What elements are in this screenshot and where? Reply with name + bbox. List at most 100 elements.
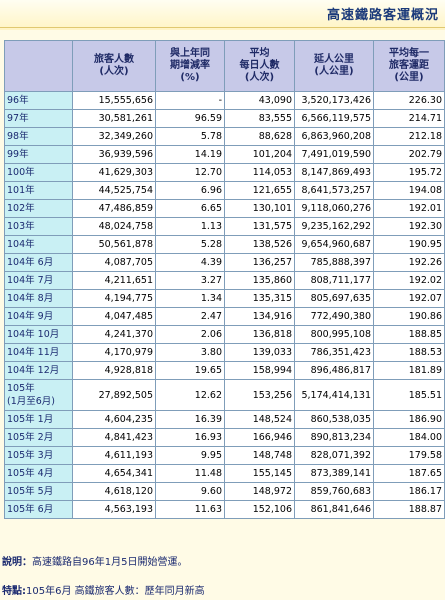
- table-row: 104年 50,561,878 5.28 138,526 9,654,960,687 19…: [4, 235, 445, 254]
- cell-passengers: 4,841,423: [72, 428, 156, 447]
- cell-dist: 188.87: [373, 500, 445, 519]
- row-label: 105年 (1月至6月): [4, 379, 73, 411]
- row-label: 101年: [4, 181, 73, 200]
- row-label: 105年 2月: [4, 428, 73, 447]
- cell-pkm: 5,174,414,131: [294, 379, 374, 411]
- cell-pkm: 6,566,119,575: [294, 109, 374, 128]
- cell-pkm: 800,995,108: [294, 325, 374, 344]
- cell-dist: 194.08: [373, 181, 445, 200]
- cell-pkm: 6,863,960,208: [294, 127, 374, 146]
- cell-dist: 192.26: [373, 253, 445, 272]
- cell-daily: 152,106: [224, 500, 295, 519]
- cell-dist: 181.89: [373, 361, 445, 380]
- cell-change: 1.34: [155, 289, 225, 308]
- explanation-text: 高速鐵路自96年1月5日開始營運。: [32, 557, 188, 568]
- cell-pkm: 890,813,234: [294, 428, 374, 447]
- row-label: 104年 11月: [4, 343, 73, 362]
- cell-change: 6.65: [155, 199, 225, 218]
- cell-daily: 148,524: [224, 410, 295, 429]
- table-row: 105年 6月 4,563,193 11.63 152,106 861,841,646 1…: [4, 500, 445, 519]
- row-label: 104年 8月: [4, 289, 73, 308]
- cell-daily: 121,655: [224, 181, 295, 200]
- cell-dist: 187.65: [373, 464, 445, 483]
- cell-pkm: 7,491,019,590: [294, 145, 374, 164]
- cell-passengers: 4,194,775: [72, 289, 156, 308]
- cell-daily: 138,526: [224, 235, 295, 254]
- table-row: 101年 44,525,754 6.96 121,655 8,641,573,257 19…: [4, 181, 445, 200]
- cell-daily: 148,972: [224, 482, 295, 501]
- row-label: 105年 3月: [4, 446, 73, 465]
- row-label: 97年: [4, 109, 73, 128]
- row-label: 100年: [4, 163, 73, 182]
- title-divider: [0, 27, 445, 28]
- row-label: 104年 6月: [4, 253, 73, 272]
- cell-pkm: 896,486,817: [294, 361, 374, 380]
- cell-daily: 136,818: [224, 325, 295, 344]
- cell-dist: 190.86: [373, 307, 445, 326]
- cell-daily: 130,101: [224, 199, 295, 218]
- cell-change: 96.59: [155, 109, 225, 128]
- cell-dist: 186.17: [373, 482, 445, 501]
- cell-passengers: 4,563,193: [72, 500, 156, 519]
- table-row: 105年 1月 4,604,235 16.39 148,524 860,538,035 1…: [4, 410, 445, 429]
- cell-passengers: 30,581,261: [72, 109, 156, 128]
- row-label: 105年 6月: [4, 500, 73, 519]
- cell-change: 11.63: [155, 500, 225, 519]
- column-header: 平均 每日人數 (人次): [224, 40, 295, 92]
- cell-pkm: 3,520,173,426: [294, 91, 374, 110]
- table-header-row: 旅客人數 (人次) 與上年同 期增減率 (%) 平均 每日人數 (人次) 延人公里 (…: [4, 40, 445, 92]
- table-row: 104年 8月 4,194,775 1.34 135,315 805,697,635 19…: [4, 289, 445, 308]
- cell-daily: 131,575: [224, 217, 295, 236]
- cell-dist: 214.71: [373, 109, 445, 128]
- row-label: 98年: [4, 127, 73, 146]
- cell-passengers: 4,170,979: [72, 343, 156, 362]
- cell-change: 3.27: [155, 271, 225, 290]
- cell-pkm: 9,654,960,687: [294, 235, 374, 254]
- cell-dist: 186.90: [373, 410, 445, 429]
- cell-pkm: 859,760,683: [294, 482, 374, 501]
- cell-passengers: 4,047,485: [72, 307, 156, 326]
- cell-passengers: 41,629,303: [72, 163, 156, 182]
- feature-label: 特點:: [2, 586, 26, 597]
- cell-dist: 185.51: [373, 379, 445, 411]
- cell-change: 1.13: [155, 217, 225, 236]
- explanation-label: 說明：: [2, 557, 32, 568]
- column-header: 延人公里 (人公里): [294, 40, 374, 92]
- cell-passengers: 4,087,705: [72, 253, 156, 272]
- cell-change: -: [155, 91, 225, 110]
- table-row: 104年 6月 4,087,705 4.39 136,257 785,888,397 19…: [4, 253, 445, 272]
- cell-dist: 192.01: [373, 199, 445, 218]
- cell-passengers: 32,349,260: [72, 127, 156, 146]
- table-row: 99年 36,939,596 14.19 101,204 7,491,019,590 20…: [4, 145, 445, 164]
- cell-change: 12.70: [155, 163, 225, 182]
- cell-change: 5.78: [155, 127, 225, 146]
- cell-change: 9.60: [155, 482, 225, 501]
- cell-passengers: 4,241,370: [72, 325, 156, 344]
- feature-text: 105年6月 高鐵旅客人數：歷年同月新高: [26, 586, 205, 597]
- cell-change: 9.95: [155, 446, 225, 465]
- cell-change: 5.28: [155, 235, 225, 254]
- row-label: 105年 4月: [4, 464, 73, 483]
- row-label: 104年 10月: [4, 325, 73, 344]
- table-row: 104年 9月 4,047,485 2.47 134,916 772,490,380 19…: [4, 307, 445, 326]
- table-row: 103年 48,024,758 1.13 131,575 9,235,162,292 19…: [4, 217, 445, 236]
- column-header: 與上年同 期增減率 (%): [155, 40, 225, 92]
- cell-pkm: 786,351,423: [294, 343, 374, 362]
- cell-dist: 192.02: [373, 271, 445, 290]
- cell-passengers: 44,525,754: [72, 181, 156, 200]
- cell-pkm: 9,118,060,276: [294, 199, 374, 218]
- table-row: 105年 (1月至6月) 27,892,505 12.62 153,256 5,174,…: [4, 379, 445, 411]
- cell-daily: 83,555: [224, 109, 295, 128]
- cell-pkm: 8,641,573,257: [294, 181, 374, 200]
- row-label: 102年: [4, 199, 73, 218]
- column-header: [4, 40, 73, 92]
- row-label: 104年 9月: [4, 307, 73, 326]
- cell-dist: 192.30: [373, 217, 445, 236]
- cell-dist: 195.72: [373, 163, 445, 182]
- cell-change: 16.93: [155, 428, 225, 447]
- cell-pkm: 772,490,380: [294, 307, 374, 326]
- title-bar: 高速鐵路客運概況: [0, 0, 445, 30]
- cell-change: 16.39: [155, 410, 225, 429]
- cell-change: 2.06: [155, 325, 225, 344]
- cell-pkm: 805,697,635: [294, 289, 374, 308]
